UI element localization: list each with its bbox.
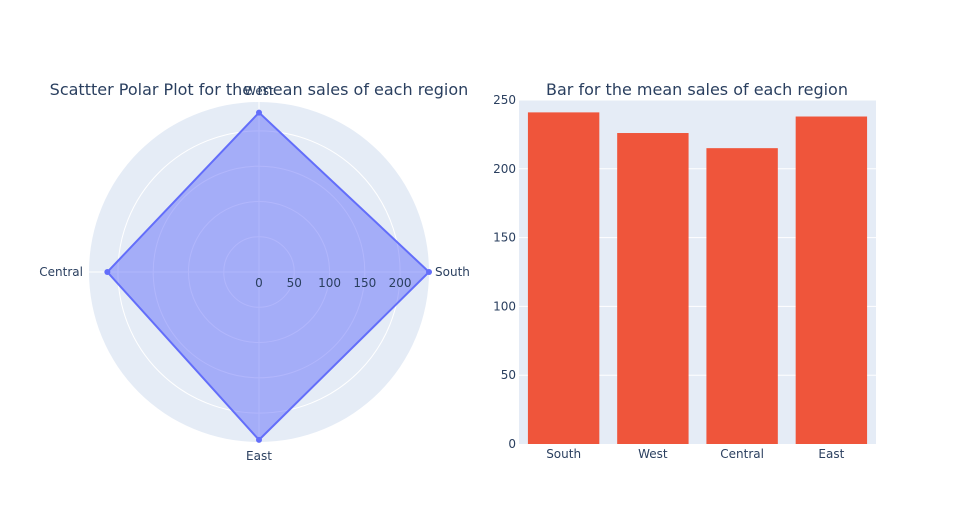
polar-category-label-east: East: [246, 449, 272, 463]
bar-x-tick-label-central: Central: [720, 447, 764, 461]
polar-category-label-west: West: [244, 84, 274, 98]
bar-x-tick-label-west: West: [638, 447, 668, 461]
bar-central: [706, 148, 778, 444]
bar-x-tick-label-east: East: [818, 447, 844, 461]
bar-y-tick-label: 150: [493, 231, 516, 245]
bar-y-tick-label: 0: [508, 437, 516, 451]
polar-category-label-central: Central: [39, 265, 83, 279]
bar-south: [527, 112, 600, 444]
polar-radial-tick-labels: 0 50 100 150 200: [255, 276, 411, 290]
polar-radial-tick-label: 50: [287, 276, 302, 290]
bar-subplot: 0 50 100 150 200 250 South West Central East Bar…: [493, 80, 876, 461]
bar-y-tick-label: 50: [501, 368, 516, 382]
bar-series: [527, 112, 868, 445]
bar-x-tick-labels: South West Central East: [546, 447, 844, 461]
polar-angular-tick-labels: South West Central East: [39, 84, 470, 463]
polar-marker-east: [256, 436, 262, 443]
bar-west: [617, 133, 689, 445]
bar-y-tick-labels: 0 50 100 150 200 250: [493, 93, 516, 451]
polar-subplot: 0 50 100 150 200 South West Central East Scattt…: [39, 80, 470, 463]
polar-radial-tick-label: 200: [389, 276, 412, 290]
polar-marker-west: [256, 109, 262, 116]
bar-y-tick-label: 250: [493, 93, 516, 107]
polar-series-markers: [104, 109, 432, 443]
polar-radial-tick-label: 150: [353, 276, 376, 290]
polar-radial-tick-label: 0: [255, 276, 263, 290]
polar-category-label-south: South: [435, 265, 470, 279]
bar-y-tick-label: 200: [493, 162, 516, 176]
bar-y-tick-label: 100: [493, 299, 516, 313]
bar-east: [795, 116, 868, 445]
polar-radial-tick-label: 100: [318, 276, 341, 290]
polar-chart-title: Scattter Polar Plot for the mean sales o…: [50, 80, 469, 99]
polar-marker-central: [104, 269, 111, 275]
bar-x-tick-label-south: South: [546, 447, 581, 461]
polar-marker-south: [426, 269, 432, 275]
bar-chart-title: Bar for the mean sales of each region: [546, 80, 848, 99]
